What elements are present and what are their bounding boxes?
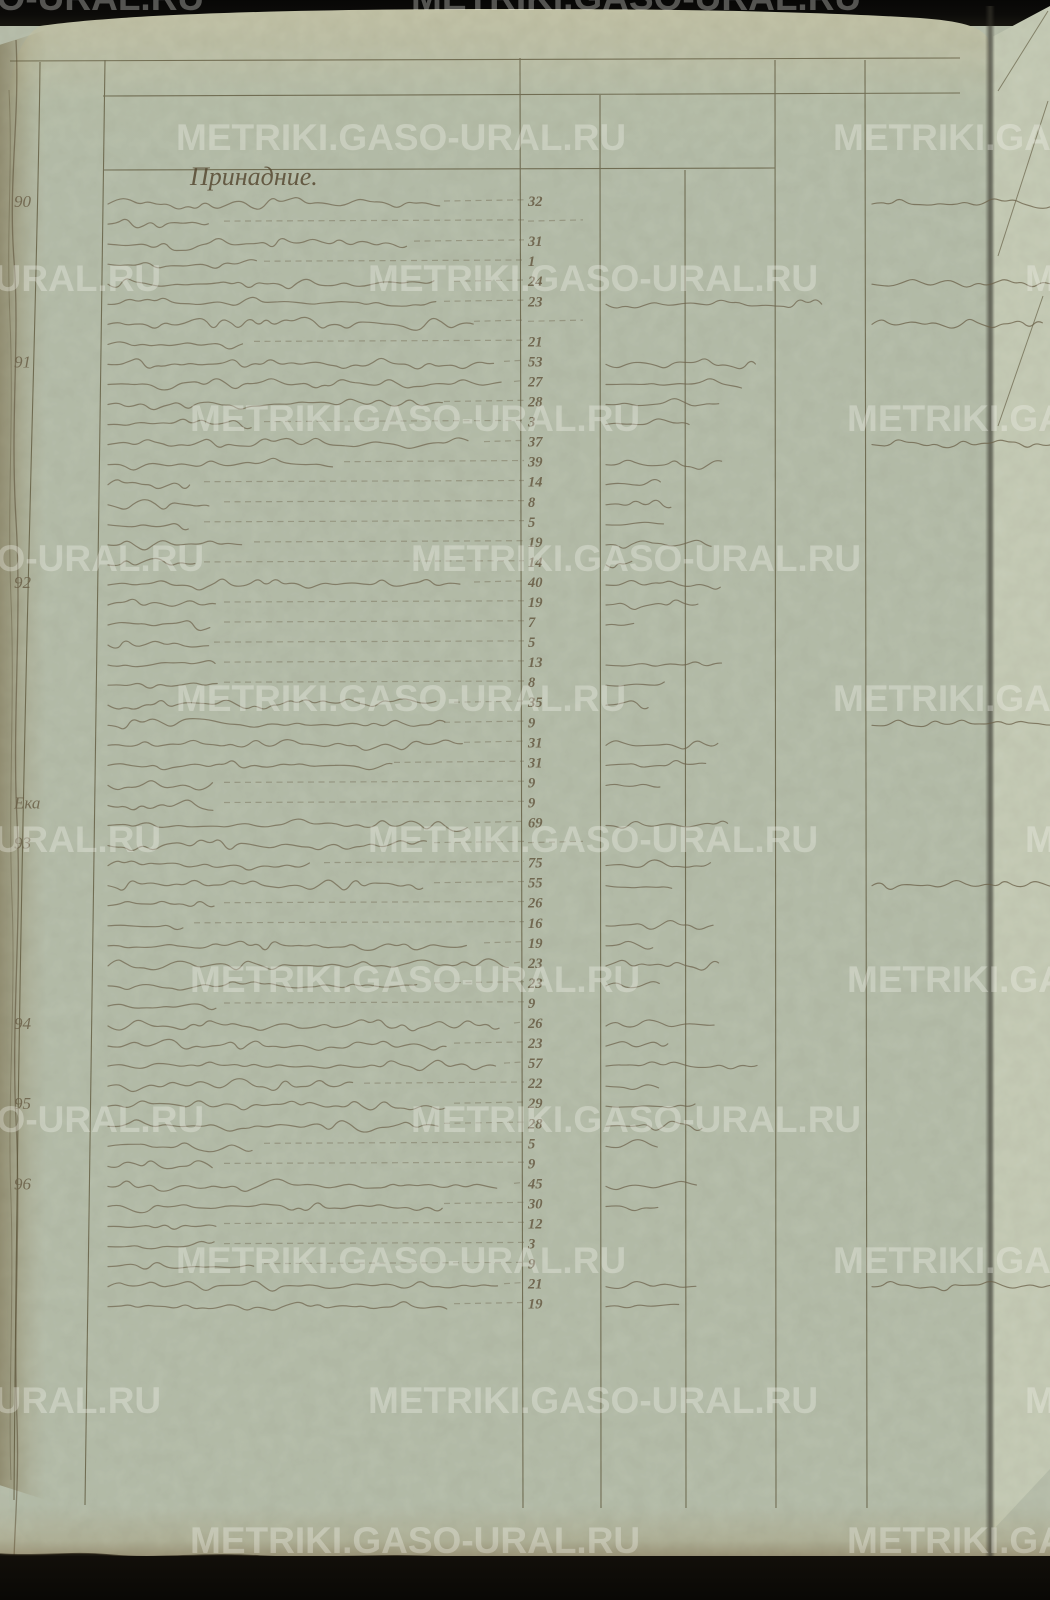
svg-text:29: 29 — [527, 1096, 543, 1112]
svg-text:3: 3 — [527, 415, 535, 431]
svg-text:69: 69 — [528, 816, 543, 832]
svg-text:31: 31 — [527, 234, 543, 250]
svg-text:19: 19 — [528, 535, 543, 551]
svg-text:96: 96 — [14, 1174, 32, 1193]
svg-text:22: 22 — [527, 1076, 543, 1092]
svg-text:19: 19 — [528, 1297, 543, 1313]
svg-text:5: 5 — [528, 1136, 535, 1152]
svg-text:16: 16 — [528, 916, 543, 932]
svg-text:23: 23 — [527, 1036, 543, 1052]
svg-text:23: 23 — [527, 294, 543, 310]
svg-text:19: 19 — [528, 595, 543, 611]
svg-text:3: 3 — [527, 1237, 535, 1253]
svg-text:9: 9 — [528, 715, 535, 731]
svg-text:93: 93 — [14, 834, 31, 853]
svg-text:21: 21 — [527, 1277, 543, 1293]
svg-text:9: 9 — [528, 796, 535, 812]
svg-text:Ека: Ека — [13, 794, 40, 813]
svg-text:53: 53 — [528, 354, 543, 370]
svg-text:90: 90 — [14, 192, 32, 211]
svg-text:8: 8 — [528, 675, 536, 691]
svg-text:37: 37 — [527, 435, 543, 451]
svg-text:26: 26 — [527, 1016, 543, 1032]
svg-text:31: 31 — [527, 755, 543, 771]
svg-text:91: 91 — [14, 352, 31, 371]
svg-text:32: 32 — [527, 194, 543, 210]
svg-text:9: 9 — [528, 1156, 535, 1172]
svg-text:35: 35 — [527, 695, 543, 711]
svg-text:14: 14 — [528, 555, 543, 571]
svg-text:28: 28 — [527, 1116, 543, 1132]
svg-text:92: 92 — [14, 573, 32, 592]
svg-text:31: 31 — [527, 735, 543, 751]
svg-text:5: 5 — [528, 635, 535, 651]
svg-text:30: 30 — [527, 1197, 543, 1213]
svg-text:9: 9 — [528, 996, 535, 1012]
svg-text:13: 13 — [528, 655, 543, 671]
svg-text:7: 7 — [528, 615, 536, 631]
svg-text:75: 75 — [528, 856, 543, 872]
svg-text:57: 57 — [528, 1056, 543, 1072]
svg-text:55: 55 — [528, 876, 543, 892]
svg-text:45: 45 — [527, 1176, 543, 1192]
svg-text:23: 23 — [527, 976, 543, 992]
svg-text:24: 24 — [527, 274, 543, 290]
svg-text:39: 39 — [527, 455, 543, 471]
svg-text:Принадние.: Принадние. — [189, 162, 318, 191]
svg-text:40: 40 — [527, 575, 543, 591]
svg-text:9: 9 — [528, 775, 535, 791]
svg-text:21: 21 — [527, 334, 543, 350]
svg-text:19: 19 — [528, 936, 543, 952]
svg-text:27: 27 — [527, 375, 543, 391]
svg-text:28: 28 — [527, 395, 543, 411]
svg-text:14: 14 — [528, 475, 543, 491]
svg-text:23: 23 — [527, 956, 543, 972]
svg-text:94: 94 — [14, 1014, 32, 1033]
svg-text:9: 9 — [528, 1257, 535, 1273]
svg-text:5: 5 — [528, 515, 535, 531]
svg-text:95: 95 — [14, 1094, 31, 1113]
svg-text:12: 12 — [528, 1217, 543, 1233]
svg-text:1: 1 — [528, 254, 535, 270]
svg-text:26: 26 — [527, 896, 543, 912]
svg-text:8: 8 — [528, 495, 536, 511]
